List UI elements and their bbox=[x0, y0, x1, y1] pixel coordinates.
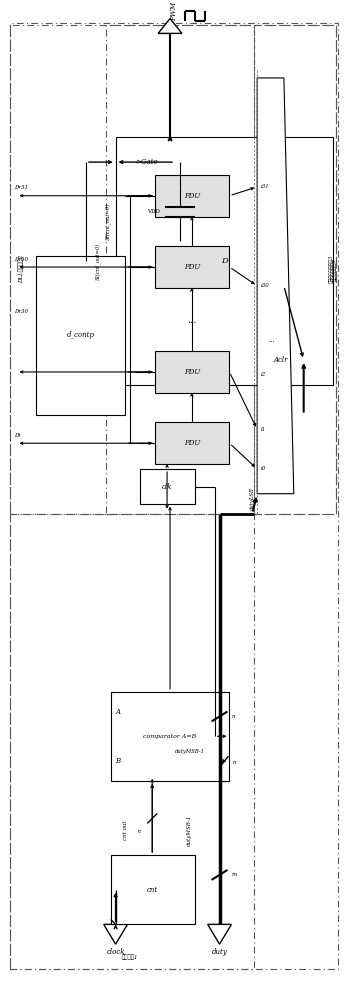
Text: n: n bbox=[231, 714, 235, 719]
Text: >Gate: >Gate bbox=[135, 158, 158, 166]
Text: dutyLSB: dutyLSB bbox=[250, 487, 255, 510]
Text: n: n bbox=[232, 760, 236, 765]
Bar bbox=[10, 514, 254, 969]
Text: PDU: PDU bbox=[184, 368, 200, 376]
Text: i2: i2 bbox=[261, 372, 266, 377]
Text: i30: i30 bbox=[261, 283, 270, 288]
Text: comparator A=B: comparator A=B bbox=[143, 734, 197, 739]
Text: SI(cnt_out=0): SI(cnt_out=0) bbox=[105, 203, 111, 240]
Bar bbox=[155, 351, 229, 393]
Text: PDU: PDU bbox=[184, 439, 200, 447]
Text: ...: ... bbox=[268, 336, 275, 344]
Text: A: A bbox=[116, 708, 121, 716]
Polygon shape bbox=[158, 19, 182, 33]
Bar bbox=[140, 469, 195, 504]
Text: Aclr: Aclr bbox=[274, 356, 288, 364]
Text: PDU: PDU bbox=[184, 192, 200, 200]
Text: Dr30: Dr30 bbox=[14, 309, 27, 314]
Bar bbox=[116, 137, 333, 385]
Text: dutyMSB-1: dutyMSB-1 bbox=[175, 749, 205, 754]
Text: Dr31: Dr31 bbox=[14, 185, 27, 190]
Text: cnt: cnt bbox=[147, 886, 158, 894]
Bar bbox=[106, 25, 337, 514]
Text: 选零信号产生电路3: 选零信号产生电路3 bbox=[329, 255, 334, 283]
Text: m: m bbox=[231, 872, 237, 877]
Bar bbox=[155, 175, 229, 217]
Bar bbox=[111, 692, 229, 781]
Text: D: D bbox=[221, 257, 228, 265]
Bar bbox=[10, 25, 254, 514]
Text: SI(cnt_out=0): SI(cnt_out=0) bbox=[95, 242, 101, 280]
Text: i0: i0 bbox=[261, 466, 266, 471]
Text: 分频电路1: 分频电路1 bbox=[122, 954, 139, 960]
Text: DLL集频电路2: DLL集频电路2 bbox=[19, 255, 24, 283]
Text: VDD: VDD bbox=[147, 209, 160, 214]
Text: Dt: Dt bbox=[14, 433, 20, 438]
Text: d_contp: d_contp bbox=[67, 331, 95, 339]
Text: PWM: PWM bbox=[170, 2, 178, 21]
Bar bbox=[155, 246, 229, 288]
Text: Dr30: Dr30 bbox=[14, 257, 27, 262]
Text: n: n bbox=[138, 829, 143, 832]
Text: ...: ... bbox=[187, 316, 197, 325]
Text: duty: duty bbox=[212, 948, 228, 956]
Text: clk: clk bbox=[162, 483, 172, 491]
Bar bbox=[254, 25, 337, 514]
Text: PDU: PDU bbox=[184, 263, 200, 271]
Text: cnt out: cnt out bbox=[123, 821, 128, 840]
Text: dutyMSB-1: dutyMSB-1 bbox=[187, 815, 192, 846]
Polygon shape bbox=[208, 924, 231, 944]
Polygon shape bbox=[257, 78, 294, 494]
Text: clock: clock bbox=[106, 948, 125, 956]
Text: i31: i31 bbox=[261, 184, 270, 189]
Bar bbox=[155, 422, 229, 464]
Bar bbox=[111, 855, 195, 924]
Bar bbox=[37, 256, 126, 415]
Text: 输出逻辑电路4: 输出逻辑电路4 bbox=[332, 258, 337, 281]
Polygon shape bbox=[104, 924, 127, 944]
Text: i1: i1 bbox=[261, 427, 266, 432]
Text: B: B bbox=[116, 757, 121, 765]
